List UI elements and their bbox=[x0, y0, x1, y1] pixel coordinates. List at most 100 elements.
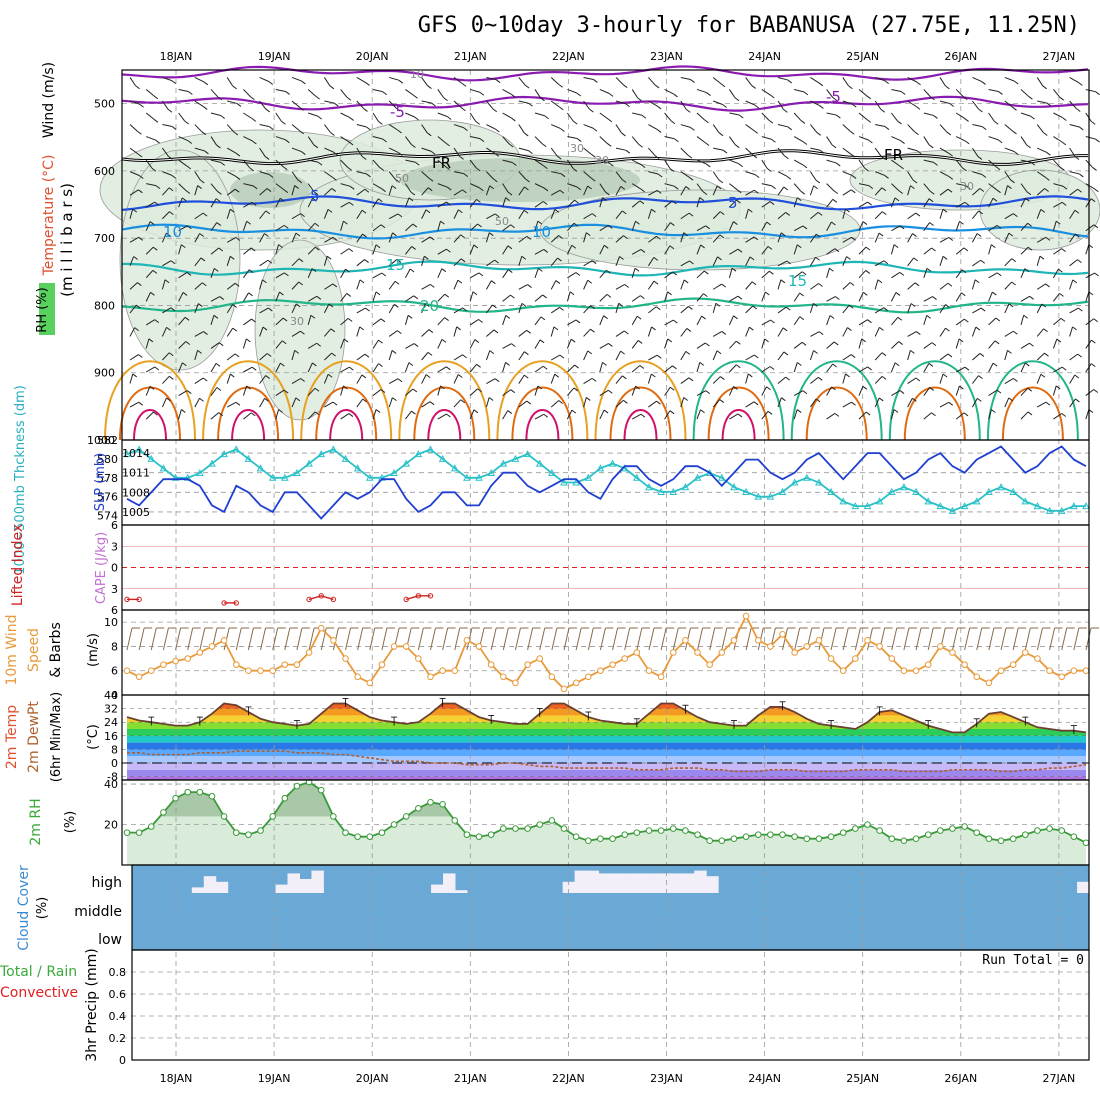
thickness-line-pt-31 bbox=[499, 459, 508, 467]
wind-barb-flag bbox=[1026, 144, 1031, 149]
wind-barb bbox=[712, 331, 723, 337]
lifted-index-pt bbox=[306, 596, 312, 603]
wind-barb bbox=[664, 410, 671, 420]
wind-barb bbox=[469, 244, 475, 255]
wind10-speed-line-pt-22 bbox=[390, 643, 398, 650]
wind-barb bbox=[453, 147, 461, 157]
wind-barb bbox=[291, 76, 302, 82]
wind-barb bbox=[955, 292, 962, 302]
wind-barb-flag bbox=[585, 232, 591, 237]
wind-barb-flag bbox=[705, 163, 711, 168]
wind-barb-flag bbox=[250, 412, 256, 417]
wind10-speed-line-pt-13 bbox=[281, 661, 289, 668]
wind-barb-flag bbox=[203, 81, 209, 86]
rh2m-line-pt-68 bbox=[949, 825, 956, 832]
wind-barb-flag bbox=[523, 374, 529, 379]
wind-barb-flag bbox=[929, 222, 934, 226]
wind10-barb bbox=[284, 627, 291, 651]
temp-band--8 bbox=[127, 769, 1086, 777]
wind-barb bbox=[810, 147, 821, 151]
wind-barb bbox=[777, 376, 786, 384]
wind10-speed-line-pt-61 bbox=[864, 637, 871, 644]
wind-barb bbox=[955, 318, 965, 326]
wind-barb bbox=[145, 366, 156, 373]
wind-barb-flag bbox=[460, 399, 466, 404]
wind-barb-flag bbox=[979, 353, 985, 357]
wind-barb-flag bbox=[542, 294, 547, 299]
wind-barb bbox=[518, 77, 526, 86]
wind-barb-flag bbox=[752, 154, 758, 159]
wind-barb-flag bbox=[1008, 397, 1014, 402]
rh2m-line-pt-10 bbox=[245, 831, 252, 838]
wind-barb-flag bbox=[747, 373, 753, 378]
isotherm-label-1: -5 bbox=[826, 88, 841, 106]
wind-barb bbox=[907, 171, 914, 181]
wind-barb-flag bbox=[1010, 179, 1015, 184]
wind-barb-flag bbox=[200, 257, 206, 262]
wind-barb bbox=[372, 198, 379, 208]
wind-barb bbox=[1069, 171, 1080, 175]
wind10-speed-line-pt-52 bbox=[754, 637, 762, 644]
wind-barb-flag bbox=[1061, 413, 1066, 417]
wind-barb-flag bbox=[246, 385, 251, 390]
wind-barb bbox=[1069, 374, 1076, 384]
wind10-barb bbox=[199, 627, 206, 651]
wind-barb-flag bbox=[378, 121, 383, 125]
wind-barb bbox=[324, 188, 333, 196]
wind10-barb bbox=[126, 627, 133, 651]
wind-barb bbox=[356, 124, 367, 128]
wind10-speed-line-pt-33 bbox=[524, 661, 531, 668]
wind-barb bbox=[469, 223, 478, 232]
wind-barb bbox=[1069, 326, 1074, 337]
thickness-line-pt-55 bbox=[790, 478, 799, 486]
wind-barb bbox=[1053, 89, 1061, 98]
wind-barb bbox=[534, 159, 544, 167]
warm-contour-2-2 bbox=[329, 409, 364, 441]
wind-barb bbox=[145, 112, 155, 120]
wind-barb-flag bbox=[366, 126, 371, 131]
wind-barb bbox=[550, 209, 556, 219]
wind-barb bbox=[680, 147, 689, 156]
wind-barb bbox=[793, 271, 803, 279]
wind-barb bbox=[826, 386, 832, 396]
wind-barb-flag bbox=[314, 387, 320, 392]
wind-barb-flag bbox=[294, 349, 299, 354]
warm-contour-1-2 bbox=[231, 409, 266, 441]
wind-barb bbox=[712, 185, 718, 196]
wind-barb-flag bbox=[623, 399, 628, 404]
wind-barb bbox=[955, 269, 963, 279]
wind-barb bbox=[1053, 136, 1063, 143]
rh2m-line-pt-75 bbox=[1034, 827, 1041, 834]
isotherm-label-0: -5 bbox=[390, 103, 405, 121]
wind-barb-flag bbox=[234, 282, 240, 287]
wind-barb-flag bbox=[590, 305, 595, 310]
wind-barb-flag bbox=[311, 268, 317, 273]
wind-barb-flag bbox=[349, 117, 354, 121]
wind-barb bbox=[972, 124, 983, 128]
wind-barb-flag bbox=[751, 85, 756, 89]
wind10-speed-line-pt-16 bbox=[317, 624, 325, 632]
wind-barb-flag bbox=[815, 179, 821, 184]
wind-barb bbox=[1020, 342, 1030, 349]
wind-barb bbox=[874, 100, 882, 110]
wind-barb bbox=[907, 377, 917, 384]
wind-barb bbox=[243, 159, 251, 169]
wind-barb-flag bbox=[998, 91, 1003, 95]
rh-shade-1 bbox=[119, 149, 241, 371]
wind-barb bbox=[615, 375, 623, 384]
wind-barb bbox=[810, 283, 819, 290]
wind-barb-flag bbox=[473, 409, 479, 414]
wind-barb bbox=[842, 373, 847, 384]
wind-barb-flag bbox=[136, 304, 141, 309]
wind-barb bbox=[971, 279, 976, 290]
wind10-barb bbox=[527, 627, 534, 651]
wind-barb bbox=[226, 256, 231, 266]
wind-barb-flag bbox=[916, 81, 921, 86]
wind-barb-flag bbox=[685, 108, 691, 113]
wind-barb-flag bbox=[926, 267, 932, 272]
wind-barb-flag bbox=[394, 303, 399, 308]
wind-barb-flag bbox=[880, 155, 886, 160]
wind-barb bbox=[372, 339, 379, 349]
wind-barb bbox=[696, 112, 705, 121]
wind-barb bbox=[809, 303, 814, 314]
